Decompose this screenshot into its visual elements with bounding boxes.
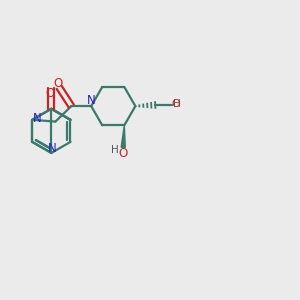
Text: N: N [87,94,96,107]
Polygon shape [121,125,125,147]
Text: N: N [48,142,57,155]
Text: O: O [53,77,62,90]
Text: O: O [172,99,181,110]
Text: O: O [46,87,55,100]
Text: H: H [173,99,181,110]
Text: H: H [110,145,118,155]
Text: O: O [118,147,128,160]
Text: N: N [33,112,41,125]
